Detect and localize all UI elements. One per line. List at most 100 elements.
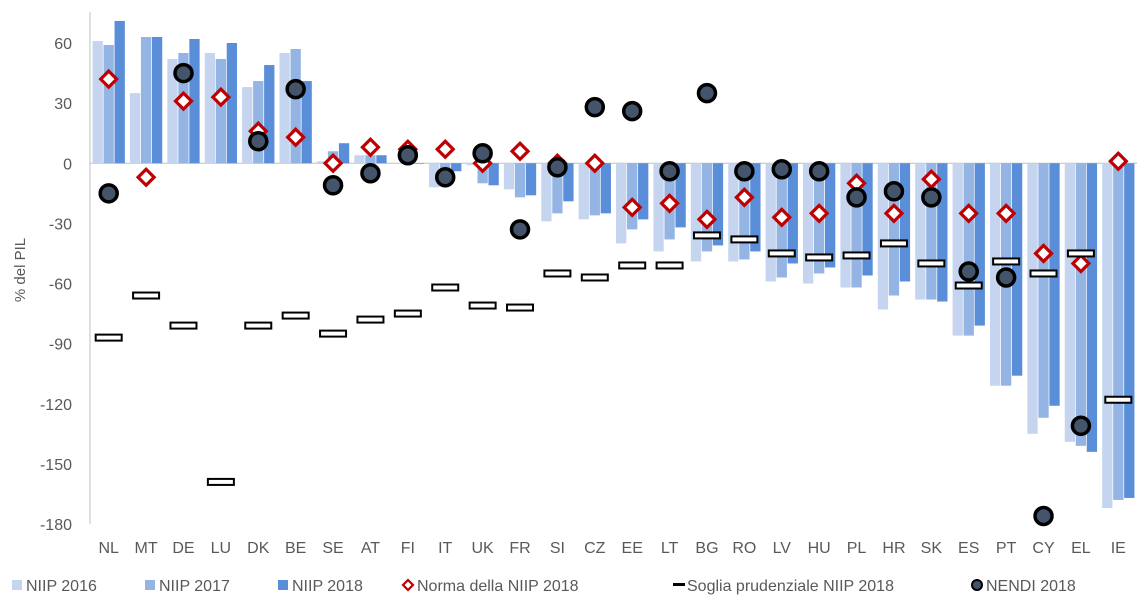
norm-diamond-marker [995, 203, 1017, 224]
x-tick-label: EE [622, 540, 643, 557]
y-tick-label: 0 [63, 156, 72, 173]
x-tick-label: NL [98, 540, 119, 557]
norm-diamond-marker [173, 90, 194, 112]
x-tick-label: HU [808, 540, 831, 557]
nendi-circle-marker [547, 157, 568, 178]
legend-swatch [12, 580, 22, 590]
legend-swatch [278, 580, 288, 590]
x-tick-label: PT [996, 540, 1017, 557]
bar-niip-2016 [466, 163, 477, 166]
x-tick-label: ES [958, 540, 979, 557]
nendi-circle-marker [808, 161, 830, 182]
bar-niip-2018 [1011, 163, 1023, 376]
norm-diamond-marker [1033, 243, 1054, 264]
norm-diamond-marker [659, 193, 680, 214]
bar-niip-2017 [365, 155, 376, 164]
y-tick-label: 60 [54, 36, 72, 53]
nendi-circle-marker [360, 163, 381, 184]
threshold-dash-marker [1104, 395, 1133, 404]
bar-niip-2016 [989, 163, 1001, 386]
norm-diamond-marker [958, 203, 979, 224]
bar-niip-2018 [1049, 163, 1060, 406]
threshold-dash-marker [169, 321, 198, 330]
nendi-circle-marker [621, 100, 643, 122]
x-tick-label: IT [438, 540, 452, 557]
bar-niip-2016 [840, 163, 851, 288]
x-tick-label: DE [172, 540, 194, 557]
x-tick-label: CY [1032, 540, 1055, 557]
bar-niip-2018 [413, 163, 424, 164]
x-tick-label: LT [661, 540, 679, 557]
threshold-dash-marker [319, 329, 348, 338]
nendi-circle-marker [434, 167, 456, 188]
bar-niip-2016 [204, 53, 216, 164]
legend-circle-icon [971, 579, 983, 591]
norm-diamond-marker [696, 209, 718, 230]
bar-niip-2016 [429, 163, 440, 188]
bar-niip-2018 [226, 43, 238, 164]
nendi-circle-marker [285, 78, 306, 100]
bar-niip-2016 [354, 155, 365, 164]
bar-niip-2017 [627, 163, 638, 230]
legend: NIIP 2016 NIIP 2017 NIIP 2018 Norma della N… [12, 578, 1076, 595]
bar-niip-2016 [728, 163, 739, 262]
bar-niip-2018 [189, 38, 200, 164]
y-tick-label: -180 [40, 517, 72, 534]
bar-niip-2018 [1086, 163, 1098, 452]
legend-swatch [145, 580, 155, 590]
bar-niip-2017 [290, 49, 301, 164]
threshold-dash-marker [543, 269, 572, 278]
nendi-circle-marker [659, 161, 680, 182]
bar-niip-2018 [899, 163, 911, 282]
x-tick-label: UK [472, 540, 495, 557]
bar-niip-2018 [264, 65, 275, 164]
x-tick-label: AT [361, 540, 380, 557]
bar-niip-2018 [1124, 163, 1135, 498]
norm-diamond-marker [584, 152, 606, 174]
y-tick-label: 30 [54, 96, 72, 113]
x-tick-label: LV [773, 540, 792, 557]
norm-diamond-marker [921, 169, 942, 190]
norm-diamond-marker [360, 136, 381, 158]
threshold-dash-marker [879, 239, 908, 248]
threshold-dash-marker [1066, 249, 1095, 258]
bar-niip-2017 [1038, 163, 1049, 418]
bar-niip-2016 [915, 163, 926, 300]
bar-niip-2018 [301, 81, 312, 164]
threshold-dash-marker [281, 311, 310, 320]
nendi-circle-marker [173, 62, 194, 84]
x-tick-label: BG [695, 540, 718, 557]
threshold-dash-marker [244, 321, 273, 330]
x-tick-label: FR [509, 540, 530, 557]
legend-label: NIIP 2018 [292, 578, 363, 595]
bar-niip-2017 [701, 163, 713, 252]
y-axis-label: % del PIL [12, 238, 29, 302]
norm-diamond-marker [883, 203, 905, 224]
norm-diamond-marker [135, 167, 157, 188]
nendi-circle-marker [846, 187, 867, 208]
threshold-dash-marker [805, 253, 834, 262]
threshold-dash-marker [132, 291, 161, 300]
x-tick-label: DK [247, 540, 270, 557]
x-tick-label: MT [135, 540, 158, 557]
bar-niip-2017 [514, 163, 526, 198]
threshold-dash-marker [506, 303, 535, 312]
nendi-circle-marker [958, 261, 979, 282]
nendi-circle-marker [509, 219, 531, 240]
norm-diamond-marker [808, 203, 830, 224]
bar-niip-2016 [765, 163, 776, 282]
norm-diamond-marker [509, 140, 531, 162]
bar-niip-2018 [750, 163, 761, 252]
bar-niip-2018 [451, 163, 462, 172]
legend-label: Norma della NIIP 2018 [417, 578, 579, 595]
x-tick-label: HR [882, 540, 905, 557]
bar-niip-2017 [1113, 163, 1124, 500]
bar-niip-2018 [825, 163, 836, 268]
x-tick-label: PL [847, 540, 867, 557]
bar-niip-2018 [937, 163, 948, 302]
bar-niip-2018 [151, 36, 163, 164]
nendi-circle-marker [883, 181, 905, 202]
x-tick-label: SI [550, 540, 565, 557]
x-tick-label: BE [285, 540, 306, 557]
